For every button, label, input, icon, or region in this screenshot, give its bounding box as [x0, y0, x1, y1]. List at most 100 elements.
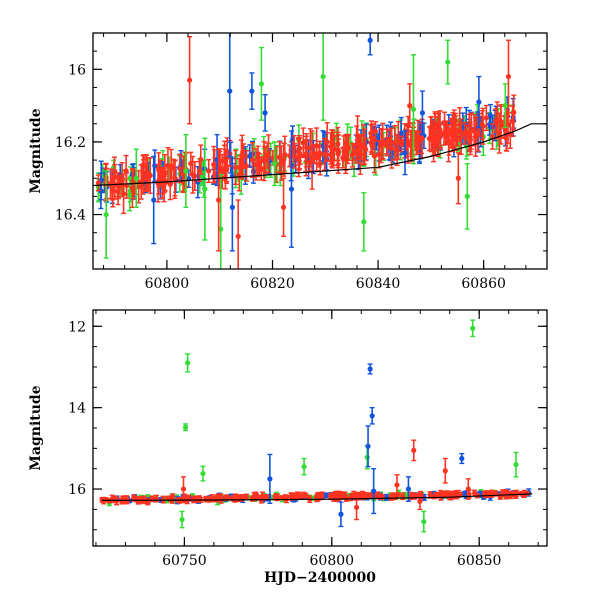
red-data-point [505, 39, 512, 114]
band-red-point [327, 144, 334, 165]
red-data-point [394, 474, 400, 496]
y-tick-label: 16.4 [55, 208, 86, 224]
green-data-point [272, 141, 278, 187]
blue-data-point [151, 155, 157, 245]
band-red-point [430, 120, 436, 140]
blue-data-point [459, 452, 465, 465]
x-tick-label: 60820 [250, 276, 295, 292]
band-blue-point [323, 492, 330, 499]
band-red-point [191, 495, 197, 504]
top-panel-ticks: 60800 60820 60840 60860 16 16.2 16.4 [55, 32, 548, 292]
band-red-point [140, 498, 146, 504]
band-red-point [389, 127, 395, 169]
blue-data-point [367, 33, 373, 56]
band-red-point [303, 492, 309, 499]
band-red-point [196, 160, 202, 182]
bottom-panel-xlabel: HJD−2400000 [264, 570, 376, 586]
band-red-point [144, 157, 150, 189]
green-data-point [182, 423, 189, 432]
blue-data-point [405, 476, 412, 502]
band-red-point [314, 143, 320, 172]
red-data-point [235, 199, 241, 269]
top-panel: 60800 60820 60840 60860 16 16.2 16.4 Magnitude [28, 32, 548, 292]
top-panel-frame [92, 32, 548, 270]
band-red-point [496, 112, 502, 154]
x-tick-label: 60750 [162, 553, 207, 569]
x-tick-label: 60850 [457, 553, 502, 569]
band-red-point [368, 124, 374, 143]
band-red-point [504, 113, 510, 152]
band-red-point [258, 156, 264, 181]
band-red-point [335, 126, 341, 162]
green-data-point [200, 465, 206, 482]
green-data-point [361, 192, 367, 252]
red-data-point [187, 35, 193, 125]
band-red-point [277, 140, 283, 174]
red-data-point [442, 457, 448, 484]
band-red-point [366, 493, 372, 499]
y-tick-label: 12 [68, 319, 86, 335]
band-red-point [249, 142, 256, 178]
band-red-point [229, 495, 235, 501]
green-data-point [513, 451, 519, 478]
green-data-point [320, 33, 326, 121]
band-red-point [291, 142, 297, 169]
x-tick-label: 60800 [310, 553, 355, 569]
red-data-point [417, 492, 423, 511]
blue-data-point [338, 501, 344, 528]
green-data-point [185, 353, 191, 373]
red-data-point [309, 130, 315, 190]
band-red-point [412, 130, 419, 152]
band-red-point [111, 156, 118, 188]
band-red-point [243, 493, 250, 501]
band-red-point [468, 112, 474, 150]
bottom-panel-ticks: 60750 60800 60850 12 14 16 [68, 310, 547, 569]
band-red-point [408, 491, 414, 500]
blue-data-point [227, 33, 233, 158]
bottom-panel-frame [92, 309, 548, 547]
band-red-point [384, 128, 390, 157]
band-red-point [441, 111, 448, 134]
blue-data-point [476, 75, 482, 129]
blue-data-point [267, 453, 273, 504]
top-panel-ylabel: Magnitude [28, 108, 44, 193]
band-red-point [437, 110, 443, 150]
band-red-point [282, 135, 288, 174]
band-red-point [297, 146, 303, 165]
green-data-point [445, 39, 451, 85]
band-red-point [322, 137, 328, 171]
band-red-point [232, 149, 239, 186]
band-red-point [450, 112, 456, 133]
band-red-point [224, 494, 230, 501]
green-data-point [103, 170, 109, 259]
band-red-point [518, 490, 524, 496]
bottom-panel: 60750 60800 60850 12 14 16 Magnitude HJD−2400… [28, 309, 548, 586]
blue-data-point [419, 90, 426, 136]
band-red-point [265, 134, 272, 174]
blue-data-point [369, 406, 375, 425]
band-red-point [296, 491, 303, 500]
x-tick-label: 60800 [145, 276, 190, 292]
green-data-point [258, 46, 265, 121]
green-data-point [421, 510, 427, 533]
blue-data-point [365, 425, 371, 468]
band-red-point [303, 135, 309, 177]
band-red-point [95, 174, 101, 192]
top-panel-marks [92, 33, 547, 269]
band-red-point [324, 122, 330, 162]
band-red-point [363, 137, 369, 162]
green-data-point [464, 163, 470, 230]
model-curve [101, 493, 533, 501]
y-tick-label: 16 [68, 62, 86, 78]
green-data-point [183, 133, 189, 208]
green-data-point [470, 319, 476, 338]
red-data-point [180, 476, 187, 502]
green-data-point [133, 148, 139, 208]
band-red-point [395, 120, 401, 160]
red-data-point [465, 478, 471, 500]
blue-data-point [402, 130, 408, 176]
red-data-point [411, 439, 417, 462]
band-blue-point [486, 112, 493, 136]
red-data-point [280, 177, 287, 238]
